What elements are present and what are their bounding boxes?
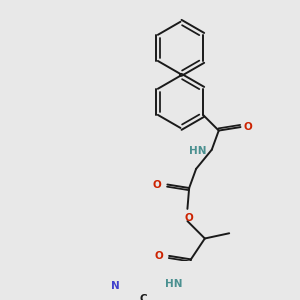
Text: HN: HN: [165, 279, 182, 289]
Text: O: O: [185, 213, 194, 223]
Text: HN: HN: [189, 146, 207, 156]
Text: C: C: [140, 294, 148, 300]
Text: O: O: [153, 179, 161, 190]
Text: O: O: [243, 122, 252, 132]
Text: N: N: [111, 281, 120, 291]
Text: O: O: [154, 251, 163, 261]
